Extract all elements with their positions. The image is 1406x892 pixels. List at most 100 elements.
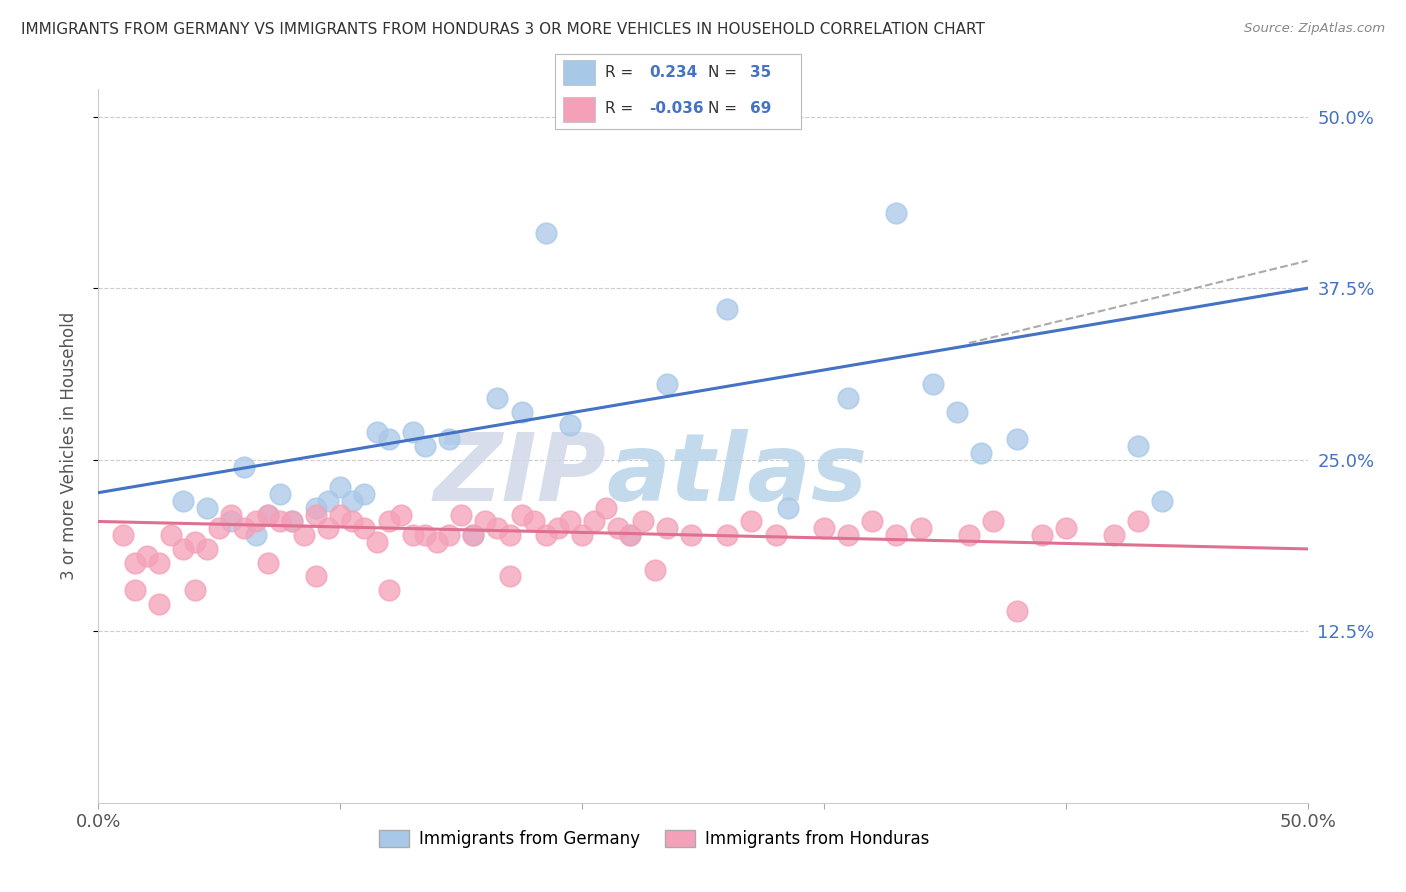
Text: 0.234: 0.234	[650, 65, 697, 80]
Point	[184, 583, 207, 598]
Point	[172, 494, 194, 508]
Point	[269, 487, 291, 501]
Point	[619, 528, 641, 542]
Point	[221, 508, 243, 522]
Bar	[562, 61, 595, 86]
Point	[463, 528, 485, 542]
Point	[644, 562, 666, 576]
Point	[1128, 439, 1150, 453]
Text: atlas: atlas	[606, 428, 868, 521]
Point	[184, 535, 207, 549]
Text: N =: N =	[709, 102, 737, 116]
Point	[208, 521, 231, 535]
Point	[281, 515, 304, 529]
Point	[981, 515, 1004, 529]
Point	[486, 391, 509, 405]
Point	[305, 500, 328, 515]
Point	[281, 515, 304, 529]
Point	[292, 528, 315, 542]
Point	[245, 528, 267, 542]
Point	[631, 515, 654, 529]
Text: N =: N =	[709, 65, 737, 80]
Point	[269, 515, 291, 529]
Point	[437, 432, 460, 446]
Legend: Immigrants from Germany, Immigrants from Honduras: Immigrants from Germany, Immigrants from…	[373, 823, 936, 855]
Point	[776, 500, 799, 515]
Point	[148, 556, 170, 570]
Point	[353, 487, 375, 501]
Point	[377, 583, 399, 598]
Point	[655, 521, 678, 535]
Point	[232, 521, 254, 535]
Point	[148, 597, 170, 611]
Point	[716, 528, 738, 542]
Point	[740, 515, 762, 529]
Text: R =: R =	[605, 102, 633, 116]
Point	[221, 515, 243, 529]
Point	[195, 541, 218, 556]
Point	[679, 528, 702, 542]
Point	[1102, 528, 1125, 542]
Point	[256, 508, 278, 522]
Point	[256, 508, 278, 522]
Text: 69: 69	[749, 102, 770, 116]
Point	[1031, 528, 1053, 542]
Point	[413, 439, 436, 453]
Point	[957, 528, 980, 542]
Text: IMMIGRANTS FROM GERMANY VS IMMIGRANTS FROM HONDURAS 3 OR MORE VEHICLES IN HOUSEH: IMMIGRANTS FROM GERMANY VS IMMIGRANTS FR…	[21, 22, 986, 37]
Point	[316, 521, 339, 535]
Point	[486, 521, 509, 535]
Point	[595, 500, 617, 515]
Point	[571, 528, 593, 542]
Point	[534, 227, 557, 241]
Point	[510, 508, 533, 522]
Point	[474, 515, 496, 529]
Y-axis label: 3 or more Vehicles in Household: 3 or more Vehicles in Household	[59, 312, 77, 580]
Point	[534, 528, 557, 542]
Point	[946, 405, 969, 419]
Point	[426, 535, 449, 549]
Point	[389, 508, 412, 522]
Point	[342, 515, 364, 529]
Point	[886, 528, 908, 542]
Text: -0.036: -0.036	[650, 102, 703, 116]
Point	[160, 528, 183, 542]
Point	[837, 391, 859, 405]
Point	[1054, 521, 1077, 535]
Point	[619, 528, 641, 542]
Point	[195, 500, 218, 515]
Point	[172, 541, 194, 556]
Point	[813, 521, 835, 535]
Point	[377, 432, 399, 446]
Bar	[562, 96, 595, 122]
Point	[353, 521, 375, 535]
Point	[245, 515, 267, 529]
Point	[558, 515, 581, 529]
Text: Source: ZipAtlas.com: Source: ZipAtlas.com	[1244, 22, 1385, 36]
Point	[498, 528, 520, 542]
Point	[111, 528, 134, 542]
Point	[366, 535, 388, 549]
Point	[583, 515, 606, 529]
Point	[970, 446, 993, 460]
Text: R =: R =	[605, 65, 633, 80]
Point	[1128, 515, 1150, 529]
Point	[921, 377, 943, 392]
Point	[1007, 432, 1029, 446]
Point	[510, 405, 533, 419]
Text: ZIP: ZIP	[433, 428, 606, 521]
Point	[886, 205, 908, 219]
Point	[124, 583, 146, 598]
Point	[329, 480, 352, 494]
Point	[860, 515, 883, 529]
Point	[655, 377, 678, 392]
Point	[910, 521, 932, 535]
Point	[402, 528, 425, 542]
Point	[342, 494, 364, 508]
Point	[450, 508, 472, 522]
Point	[765, 528, 787, 542]
Point	[607, 521, 630, 535]
Text: 35: 35	[749, 65, 770, 80]
Point	[547, 521, 569, 535]
Point	[463, 528, 485, 542]
